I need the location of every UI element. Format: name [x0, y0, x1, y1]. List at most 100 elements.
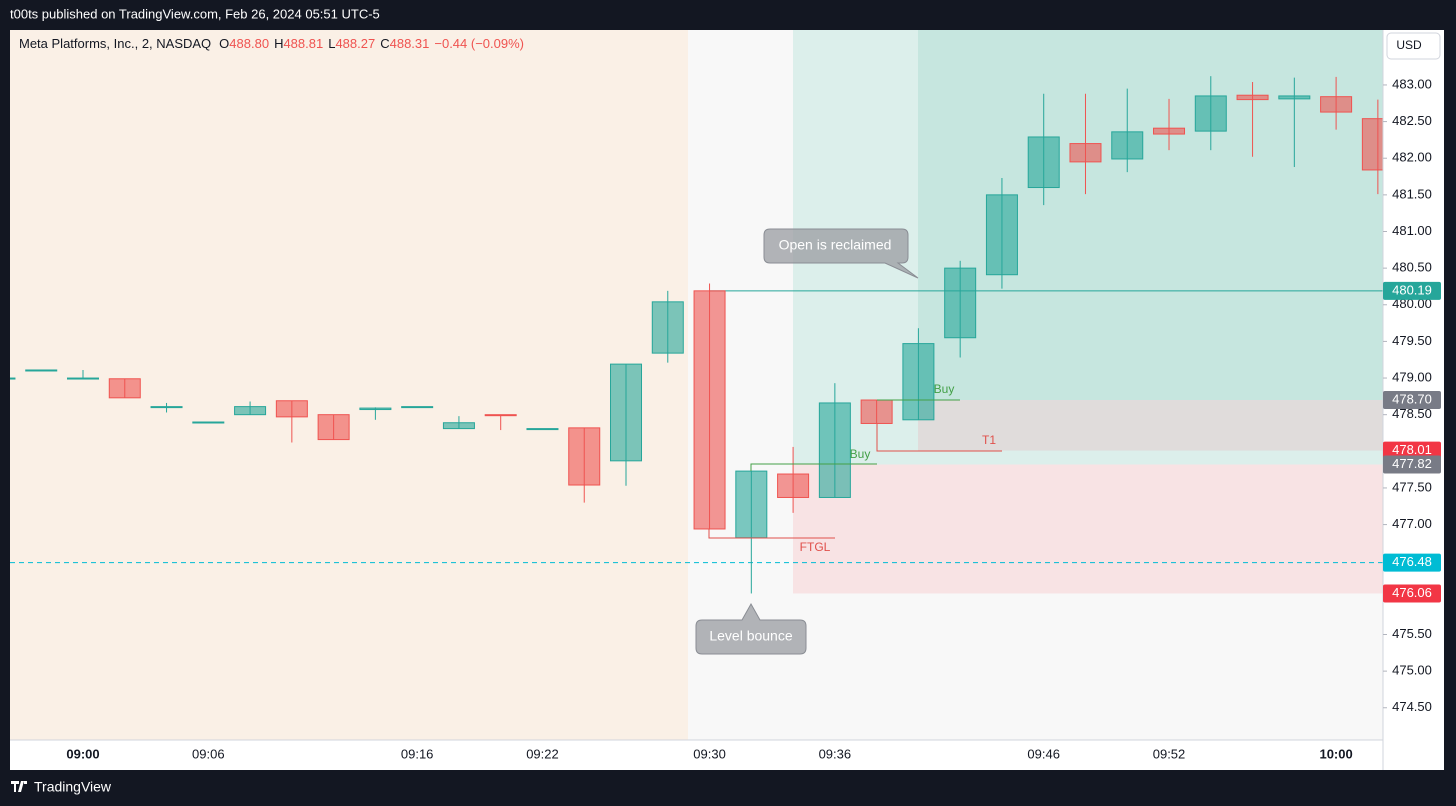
x-tick-label: 09:46 — [1027, 746, 1060, 761]
candle-body — [1111, 131, 1144, 160]
candle-body — [1361, 118, 1383, 171]
y-tick-label: 479.00 — [1392, 369, 1432, 384]
candle-body — [442, 422, 475, 430]
y-tick-label: 482.00 — [1392, 150, 1432, 165]
legend-key: L — [328, 36, 335, 51]
candle-body — [944, 267, 977, 339]
annotation: T1 — [982, 433, 996, 447]
target-zone — [918, 400, 1383, 451]
price-tag — [1383, 584, 1441, 603]
candle-body — [651, 301, 684, 354]
callout-text: Level bounce — [709, 628, 793, 644]
candle-body — [526, 428, 559, 431]
legend-change: −0.44 (−0.09%) — [434, 36, 524, 51]
callout — [763, 228, 919, 279]
price-tag — [1383, 391, 1441, 410]
footer-logo — [11, 781, 27, 792]
price-tag — [1383, 281, 1441, 300]
candle-body — [359, 407, 392, 411]
y-tick-label: 481.50 — [1392, 186, 1432, 201]
price-tag-label: 478.01 — [1392, 442, 1432, 457]
y-tick-label: 481.00 — [1392, 223, 1432, 238]
legend-key: C — [380, 36, 389, 51]
candle-body — [1278, 95, 1311, 100]
ftgl-line — [708, 529, 835, 539]
legend-value: 488.31 — [390, 36, 430, 51]
currency-button[interactable] — [1386, 32, 1441, 60]
candle-body — [1236, 94, 1269, 101]
candle-body — [860, 399, 893, 424]
price-tag-label: 480.19 — [1392, 282, 1432, 297]
x-tick-label: 10:00 — [1319, 746, 1352, 761]
y-tick-label: 482.50 — [1392, 113, 1432, 128]
y-tick-label: 477.00 — [1392, 516, 1432, 531]
x-tick-label: 09:22 — [526, 746, 559, 761]
candle-body — [985, 194, 1018, 276]
candle-body — [192, 421, 225, 424]
price-tag — [1383, 441, 1441, 460]
x-tick-label: 09:30 — [693, 746, 726, 761]
x-tick-label: 09:16 — [401, 746, 434, 761]
y-tick-label: 480.00 — [1392, 296, 1432, 311]
price-tag — [1383, 455, 1441, 474]
callout-text: Open is reclaimed — [779, 237, 892, 253]
legend-value: 488.80 — [229, 36, 269, 51]
price-tag-label: 477.82 — [1392, 456, 1432, 471]
candle-body — [610, 363, 643, 462]
price-tag-label: 476.48 — [1392, 554, 1432, 569]
stop-zone — [793, 464, 1383, 594]
x-tick-label: 09:06 — [192, 746, 225, 761]
legend: Meta Platforms, Inc., 2, NASDAQ O488.80 H4… — [19, 36, 524, 51]
currency[interactable]: USD — [1396, 38, 1422, 52]
y-tick-label: 477.50 — [1392, 479, 1432, 494]
y-tick-label: 475.00 — [1392, 663, 1432, 678]
candle-body — [317, 414, 350, 441]
candle-body — [25, 369, 58, 372]
legend-value: 488.81 — [283, 36, 323, 51]
candle-body — [234, 406, 267, 416]
buy-line — [750, 463, 877, 471]
y-tick-label: 483.00 — [1392, 76, 1432, 91]
legend-key: O — [219, 36, 229, 51]
candle-body — [902, 343, 935, 421]
y-tick-label: 479.50 — [1392, 333, 1432, 348]
candle-body — [1027, 136, 1060, 189]
y-tick-label: 480.50 — [1392, 260, 1432, 275]
candle-body — [1320, 96, 1353, 113]
annotation: Buy — [850, 447, 871, 461]
candle-body — [1069, 143, 1102, 163]
candle-body — [108, 378, 141, 399]
candle-body — [568, 427, 601, 486]
y-tick-label: 474.50 — [1392, 699, 1432, 714]
candle-body — [10, 377, 16, 380]
candle-body — [693, 290, 726, 530]
candle-body — [818, 402, 851, 498]
annotation: FTGL — [800, 540, 831, 554]
x-tick-label: 09:52 — [1153, 746, 1186, 761]
x-tick-label: 09:36 — [819, 746, 852, 761]
candle-body — [150, 406, 183, 409]
legend-symbol: Meta Platforms, Inc., 2, NASDAQ — [19, 36, 211, 51]
candle-body — [1194, 95, 1227, 132]
legend-value: 488.27 — [335, 36, 375, 51]
candle-body — [735, 470, 768, 539]
x-tick-label: 09:00 — [66, 746, 99, 761]
footer-brand: TradingView — [34, 779, 112, 795]
candle-body — [484, 414, 517, 417]
price-tag — [1383, 553, 1441, 572]
annotation: Buy — [934, 382, 955, 396]
candle-body — [275, 400, 308, 418]
candle-body — [1153, 127, 1186, 135]
candle-body — [401, 406, 434, 409]
y-tick-label: 475.50 — [1392, 626, 1432, 641]
callout — [695, 602, 807, 655]
price-tag-label: 478.70 — [1392, 391, 1432, 406]
y-tick-label: 478.50 — [1392, 406, 1432, 421]
candle-body — [777, 473, 810, 498]
price-tag-label: 476.06 — [1392, 585, 1432, 600]
legend-key: H — [274, 36, 283, 51]
candle-body — [67, 377, 99, 380]
header: t00ts published on TradingView.com, Feb … — [10, 6, 380, 21]
target-line — [876, 424, 1002, 452]
